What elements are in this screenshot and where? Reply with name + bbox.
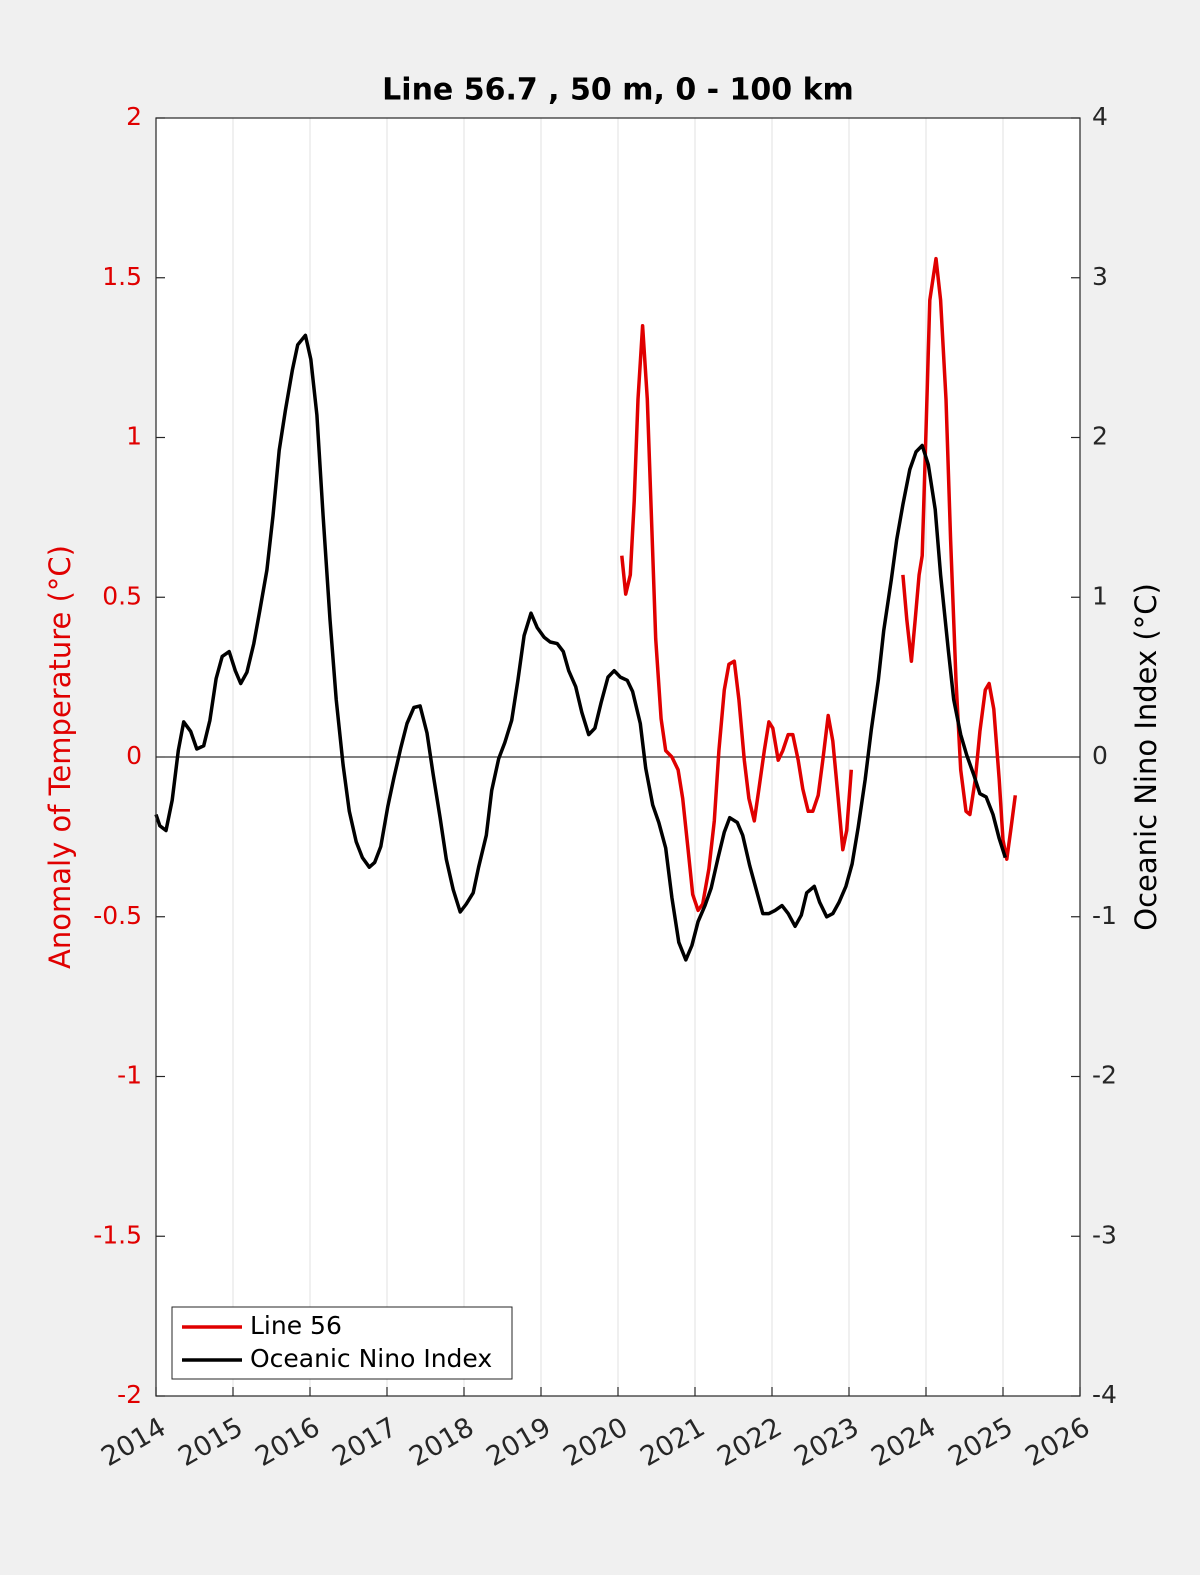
y2-tick-label: -2 [1092, 1061, 1117, 1090]
y2-tick-label: 4 [1092, 102, 1108, 131]
x-tick-label: 2019 [481, 1412, 556, 1473]
x-tick-label: 2021 [635, 1412, 710, 1473]
legend-label: Line 56 [250, 1311, 342, 1340]
x-tick-label: 2022 [712, 1412, 787, 1473]
y-tick-label: -1.5 [93, 1220, 142, 1249]
y2-tick-label: 0 [1092, 741, 1108, 770]
y-tick-label: 1 [126, 422, 142, 451]
y-tick-label: 1.5 [102, 262, 142, 291]
lines [154, 256, 1018, 962]
grid [155, 118, 1081, 1396]
y-tick-label: -2 [117, 1380, 142, 1409]
y-tick-label: 0.5 [102, 581, 142, 610]
legend-label: Oceanic Nino Index [250, 1344, 492, 1373]
x-tick-label: 2014 [96, 1412, 171, 1473]
y-tick-label: -1 [117, 1061, 142, 1090]
y-axis-label: Anomaly of Temperature (°C) [43, 545, 77, 969]
y2-tick-label: -1 [1092, 901, 1117, 930]
x-tick-label: 2017 [327, 1412, 402, 1473]
x-tick-label: 2024 [866, 1412, 941, 1473]
legend-box [171, 1306, 513, 1380]
y2-axis-label: Oceanic Nino Index (°C) [1129, 583, 1163, 931]
y2-tick-label: 1 [1092, 581, 1108, 610]
y-tick-label: 2 [126, 102, 142, 131]
y2-tick-label: -3 [1092, 1220, 1117, 1249]
legend: Line 56 Oceanic Nino Index [171, 1306, 513, 1380]
x-tick-label: 2018 [404, 1412, 479, 1473]
data-line [154, 333, 1007, 962]
x-tick-label: 2015 [173, 1412, 248, 1473]
chart-title: Line 56.7 , 50 m, 0 - 100 km [382, 73, 854, 108]
y2-tick-label: -4 [1092, 1380, 1117, 1409]
x-tick-label: 2026 [1020, 1412, 1095, 1473]
x-tick-label: 2020 [558, 1412, 633, 1473]
x-tick-label: 2025 [943, 1412, 1018, 1473]
y2-tick-label: 2 [1092, 422, 1108, 451]
y-tick-label: -0.5 [93, 901, 142, 930]
y2-tick-label: 3 [1092, 262, 1108, 291]
x-tick-label: 2023 [789, 1412, 864, 1473]
y-tick-label: 0 [126, 741, 142, 770]
x-tick-label: 2016 [250, 1412, 325, 1473]
